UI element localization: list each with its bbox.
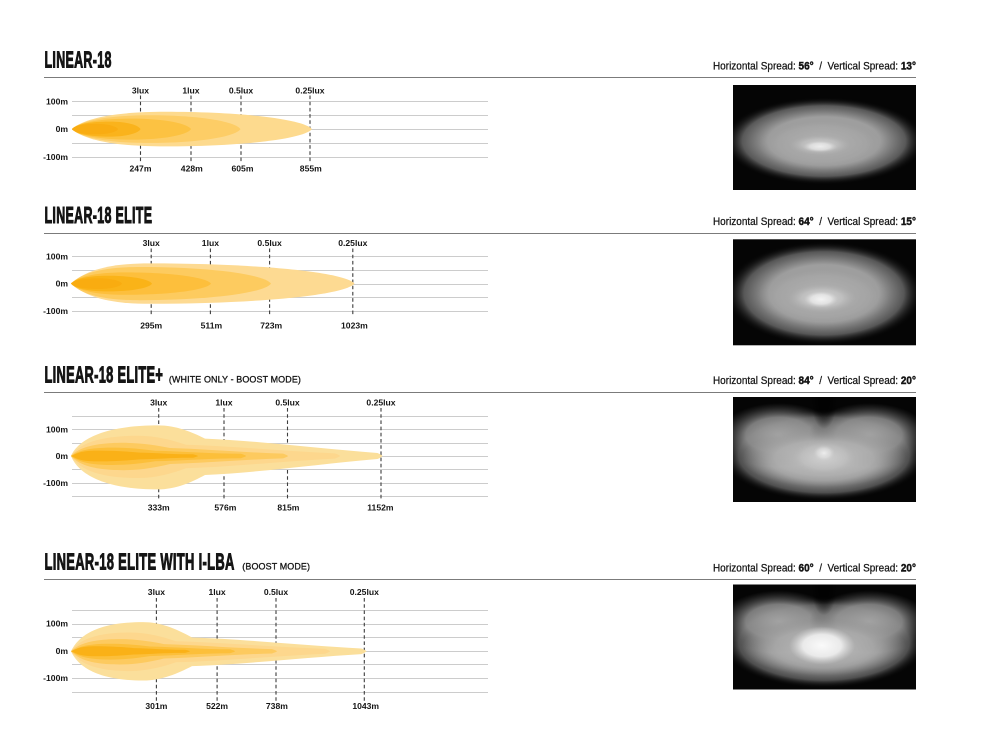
svg-text:855m: 855m [300,164,322,174]
svg-text:522m: 522m [206,701,228,711]
svg-text:100m: 100m [46,424,68,434]
svg-text:333m: 333m [148,503,170,513]
svg-text:0.5lux: 0.5lux [264,587,289,597]
svg-text:301m: 301m [145,701,167,711]
svg-text:0.25lux: 0.25lux [350,587,379,597]
svg-text:0m: 0m [56,646,69,656]
svg-text:Horizontal Spread: 60° / Ve: Horizontal Spread: 60° / Vertical Spread… [713,562,916,575]
svg-text:-100m: -100m [43,306,68,316]
svg-text:0m: 0m [56,451,69,461]
svg-text:1lux: 1lux [182,86,199,96]
svg-text:0m: 0m [56,279,69,289]
svg-text:295m: 295m [140,321,162,331]
svg-text:738m: 738m [266,701,288,711]
svg-text:815m: 815m [277,503,299,513]
svg-text:-100m: -100m [43,152,68,162]
svg-text:0.25lux: 0.25lux [338,238,367,248]
svg-text:1lux: 1lux [208,587,225,597]
svg-text:0.5lux: 0.5lux [275,398,300,408]
svg-text:LINEAR-18 ELITE WITH I-LBA: LINEAR-18 ELITE WITH I-LBA [45,548,235,574]
svg-text:-100m: -100m [43,673,68,683]
svg-text:3lux: 3lux [150,398,167,408]
svg-text:1023m: 1023m [341,321,368,331]
svg-text:Horizontal Spread: 56° / Ve: Horizontal Spread: 56° / Vertical Spread… [713,60,916,73]
svg-text:100m: 100m [46,251,68,261]
svg-text:0.25lux: 0.25lux [366,398,395,408]
svg-text:100m: 100m [46,619,68,629]
svg-text:(WHITE ONLY - BOOST MODE): (WHITE ONLY - BOOST MODE) [169,375,301,385]
svg-text:Horizontal Spread: 64° / Ve: Horizontal Spread: 64° / Vertical Spread… [713,216,916,229]
svg-text:-100m: -100m [43,478,68,488]
svg-text:1152m: 1152m [367,503,394,513]
svg-text:247m: 247m [130,164,152,174]
svg-text:1lux: 1lux [215,398,232,408]
svg-text:723m: 723m [260,321,282,331]
svg-text:0.25lux: 0.25lux [295,86,324,96]
svg-text:3lux: 3lux [143,238,160,248]
svg-text:LINEAR-18: LINEAR-18 [45,46,112,72]
svg-text:1lux: 1lux [202,238,219,248]
svg-text:LINEAR-18 ELITE: LINEAR-18 ELITE [45,202,153,228]
svg-text:3lux: 3lux [148,587,165,597]
svg-text:1043m: 1043m [352,701,379,711]
svg-text:605m: 605m [232,164,254,174]
svg-text:428m: 428m [181,164,203,174]
svg-text:0m: 0m [56,124,69,134]
svg-text:511m: 511m [201,321,223,331]
svg-text:(BOOST MODE): (BOOST MODE) [242,561,310,571]
svg-text:3lux: 3lux [132,86,149,96]
svg-text:LINEAR-18 ELITE+: LINEAR-18 ELITE+ [45,362,164,388]
svg-text:576m: 576m [214,503,236,513]
svg-text:0.5lux: 0.5lux [229,86,254,96]
svg-text:Horizontal Spread: 84° / Ve: Horizontal Spread: 84° / Vertical Spread… [713,375,916,388]
svg-text:100m: 100m [46,96,68,106]
svg-text:0.5lux: 0.5lux [257,238,282,248]
